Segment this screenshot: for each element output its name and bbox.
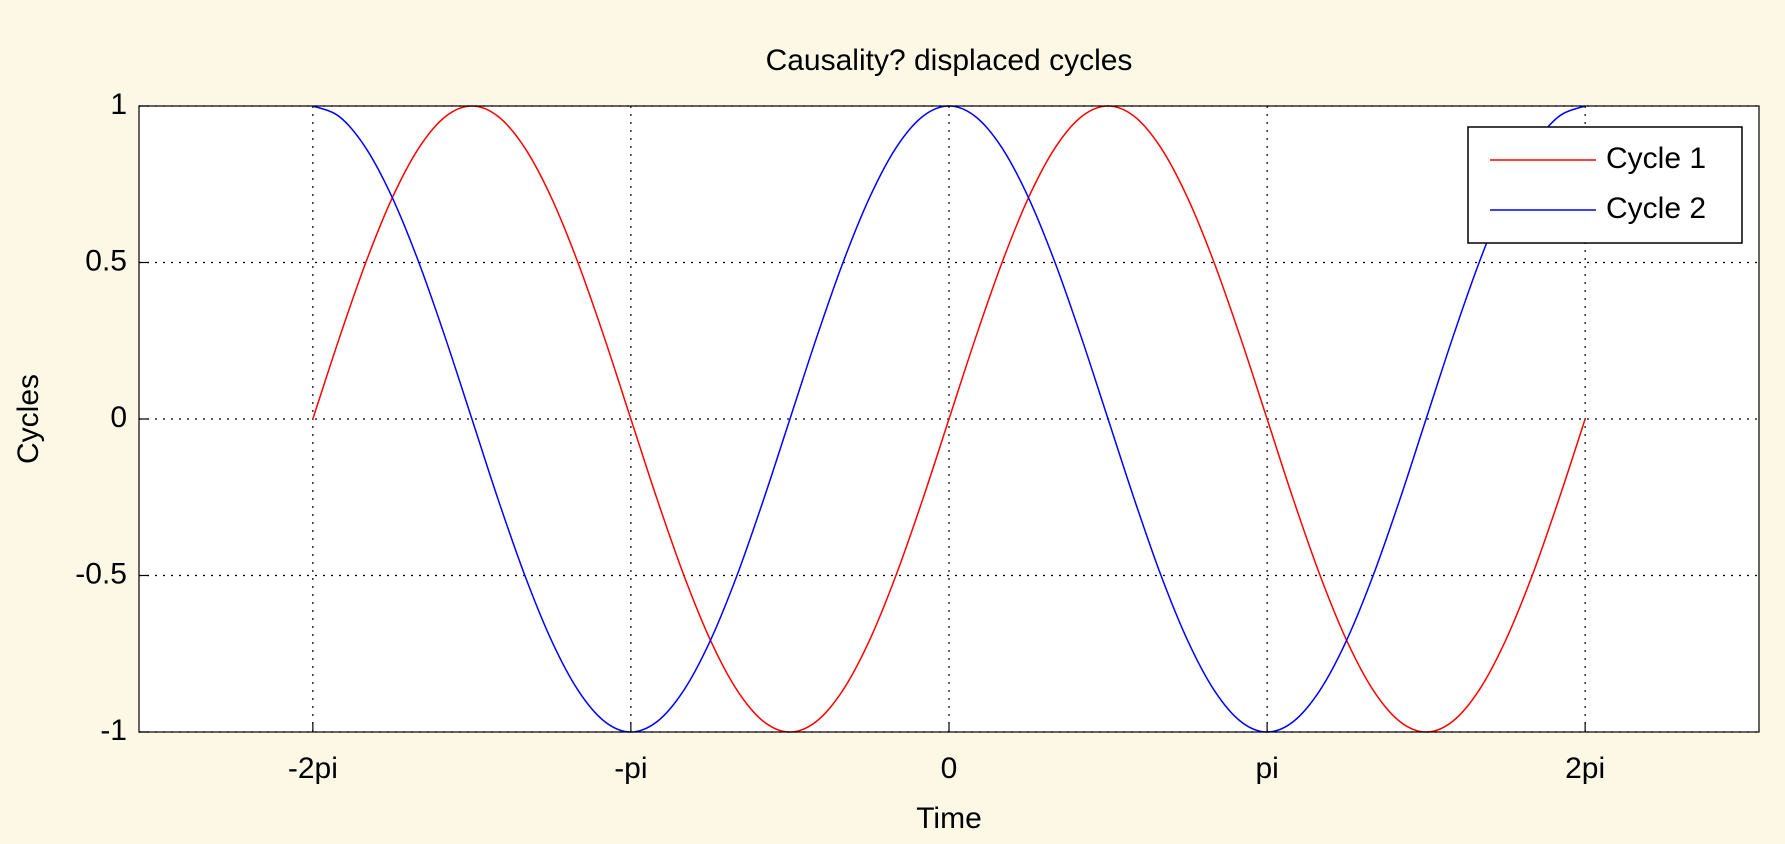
y-tick-label: 0	[110, 401, 127, 434]
y-tick-label: 1	[110, 88, 127, 121]
y-axis-label: Cycles	[12, 374, 45, 464]
chart-title: Causality? displaced cycles	[766, 44, 1133, 77]
legend-label: Cycle 1	[1606, 142, 1706, 175]
series-line	[312, 105, 1586, 733]
x-tick-label: 2pi	[1565, 752, 1605, 785]
legend-label: Cycle 2	[1606, 192, 1706, 225]
y-tick-label: -1	[100, 714, 127, 747]
x-tick-label: pi	[1255, 752, 1278, 785]
x-tick-label: 0	[941, 752, 958, 785]
plot-frame	[138, 105, 1760, 733]
x-tick-label: -2pi	[288, 752, 338, 785]
legend-box	[1467, 126, 1743, 244]
x-axis-label: Time	[916, 802, 982, 835]
y-tick-label: -0.5	[75, 557, 127, 590]
x-tick-label: -pi	[614, 752, 647, 785]
y-tick-label: 0.5	[85, 244, 127, 277]
